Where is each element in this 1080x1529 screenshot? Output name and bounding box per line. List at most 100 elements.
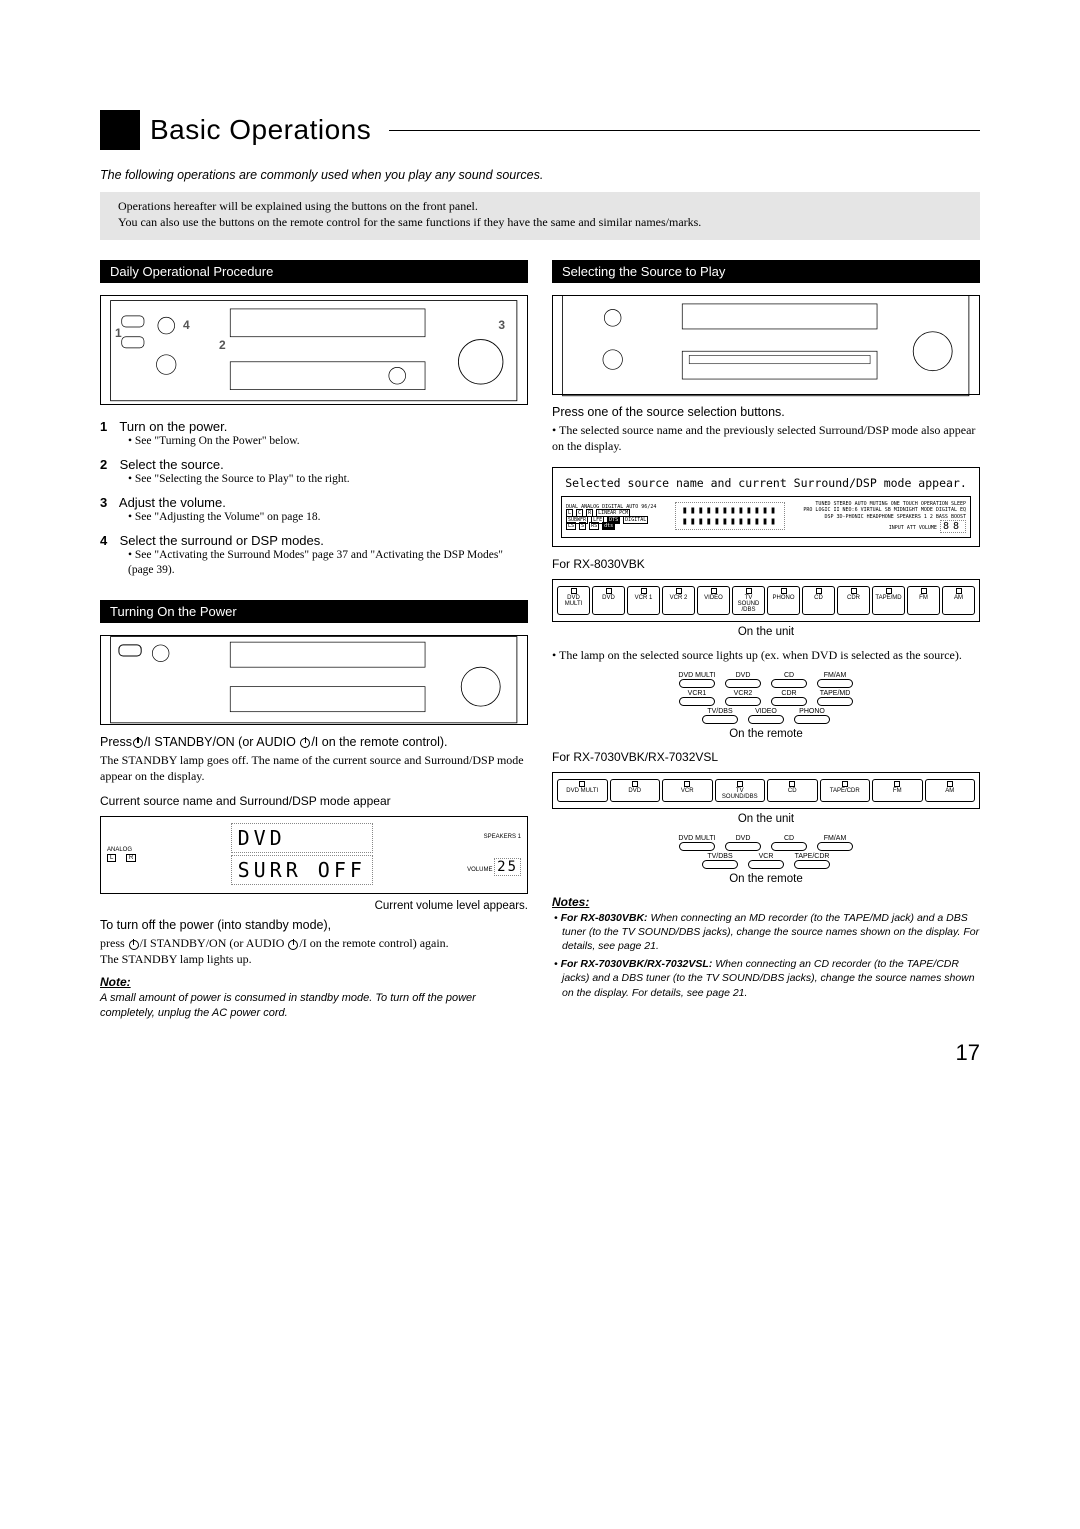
bullet-selected-source: The selected source name and the previou… [552,423,980,454]
power-icon [129,940,139,950]
segment-line2: SURR OFF [231,855,373,885]
lbl-R: R [126,854,136,862]
display-right-labels: SPEAKERS 1 VOLUME 25 [467,834,521,876]
remote-button: VCR [746,853,786,869]
power-icon [133,738,143,748]
indicators-inner: DUAL ANALOG DIGITAL AUTO 96/24 L C R LIN… [561,496,971,539]
on-unit-8030: On the unit [552,626,980,638]
display-dvd-surroff: ANALOG L R DVD SURR OFF SPEAKERS 1 VOLUM… [100,816,528,894]
step-4-num: 4 [100,533,116,548]
step-2-sub: See "Selecting the Source to Play" to th… [128,472,528,487]
remote-button: TV/DBS [700,708,740,724]
remote-button: FM/AM [815,835,855,851]
step-1-sub: See "Turning On the Power" below. [128,434,528,449]
step-2: 2 Select the source. See "Selecting the … [100,457,528,487]
remote-button: TAPE/CDR [792,853,832,869]
remote-7030: DVD MULTI DVD CD FM/AM TV/DBS VCR TAPE/CDR [552,835,980,869]
notes-head: Notes: [552,895,980,909]
on-remote-8030: On the remote [552,728,980,740]
display-center: DVD SURR OFF [231,823,373,887]
display-box-caption: Selected source name and current Surroun… [565,476,967,490]
receiver-diagram-power [100,635,528,725]
indicators-right: TUNED STEREO AUTO MUTING ONE TOUCH OPERA… [803,501,966,534]
volume-25: 25 [494,858,521,876]
title-row: Basic Operations [100,110,980,150]
step-4: 4 Select the surround or DSP modes. See … [100,533,528,578]
source-button: FM [872,779,923,802]
press-one-source: Press one of the source selection button… [552,405,980,419]
callout-1: 1 [115,326,122,340]
remote-button: PHONO [792,708,832,724]
for-8030-label: For RX-8030VBK [552,557,980,571]
turnoff-press-line: press /I STANDBY/ON (or AUDIO /I on the … [100,936,528,952]
power-icon [288,940,298,950]
callout-4: 4 [183,318,190,332]
gray-info-box: Operations hereafter will be explained u… [100,192,980,240]
remote-button: DVD [723,835,763,851]
step-4-label: Select the surround or DSP modes. [120,533,324,548]
on-unit-7030: On the unit [552,813,980,825]
unit-sources-7030: DVD MULTIDVDVCRTV SOUND/DBSCDTAPE/CDRFMA… [552,772,980,809]
source-button: DVD [610,779,661,802]
source-button: CD [767,779,818,802]
turnoff-c: on the remote control) again. [307,936,449,950]
note-body: A small amount of power is consumed in s… [100,991,528,1020]
remote-button: FM/AM [815,672,855,688]
turnoff-caption: To turn off the power (into standby mode… [100,918,528,932]
source-button: AM [925,779,976,802]
note-head: Note: [100,975,528,989]
step-3: 3 Adjust the volume. See "Adjusting the … [100,495,528,525]
indicators-left: DUAL ANALOG DIGITAL AUTO 96/24 L C R LIN… [566,504,656,530]
turnoff-b: STANDBY/ON (or AUDIO [147,936,287,950]
press-a: Press [100,735,132,749]
step-3-sub: See "Adjusting the Volume" on page 18. [128,510,528,525]
display-indicators-box: Selected source name and current Surroun… [552,467,980,548]
remote-button: VCR2 [723,690,763,706]
remote-button: CD [769,835,809,851]
source-button: DVD MULTI [557,779,608,802]
unit-sources-8030: DVD MULTIDVDVCR 1VCR 2VIDEOTV SOUND /DBS… [552,579,980,622]
caption-volume-appears: Current volume level appears. [100,900,528,912]
source-button: VCR 2 [662,586,695,615]
source-button: TV SOUND /DBS [732,586,765,615]
step-1-label: Turn on the power. [119,419,227,434]
section-selecting-source: Selecting the Source to Play [552,260,980,283]
press-standby-line: Press/I STANDBY/ON (or AUDIO /I on the r… [100,735,528,749]
note2-bold: For RX-7030VBK/RX-7032VSL: [561,958,713,970]
receiver-power-svg-icon [105,631,522,728]
callout-3: 3 [498,318,505,332]
daily-steps-list: 1 Turn on the power. See "Turning On the… [100,419,528,578]
for-7030-label: For RX-7030VBK/RX-7032VSL [552,750,980,764]
receiver-diagram-source [552,295,980,395]
callout-2: 2 [219,338,226,352]
two-columns: Daily Operational Procedure 1 4 2 3 1 Tu… [100,260,980,1020]
left-column: Daily Operational Procedure 1 4 2 3 1 Tu… [100,260,528,1020]
source-button: CD [802,586,835,615]
turnoff-a: press [100,936,128,950]
note-8030: • For RX-8030VBK: When connecting an MD … [562,911,980,954]
remote-button: CDR [769,690,809,706]
right-column: Selecting the Source to Play Press one o… [552,260,980,1020]
lbl-speakers1: SPEAKERS 1 [467,834,521,842]
remote-8030: DVD MULTIDVDCDFM/AMVCR1VCR2CDRTAPE/MDTV/… [552,672,980,724]
step-1: 1 Turn on the power. See "Turning On the… [100,419,528,449]
remote-button: DVD MULTI [677,835,717,851]
page-title: Basic Operations [150,114,371,146]
section-daily-procedure: Daily Operational Procedure [100,260,528,283]
lamp-bullet: The lamp on the selected source lights u… [552,648,980,664]
gray-line-2: You can also use the buttons on the remo… [118,214,962,230]
press-b: STANDBY/ON (or AUDIO [151,735,299,749]
step-1-num: 1 [100,419,116,434]
source-button: TV SOUND/DBS [715,779,766,802]
display-left-labels: ANALOG L R [107,847,136,863]
source-button: CDR [837,586,870,615]
lbl-volume: VOLUME [467,867,492,873]
standby-lights-up: The STANDBY lamp lights up. [100,952,528,968]
step-3-num: 3 [100,495,116,510]
page-number: 17 [100,1040,980,1066]
source-button: DVD MULTI [557,586,590,615]
remote-button: DVD MULTI [677,672,717,688]
receiver-diagram-callouts: 1 4 2 3 [100,295,528,405]
remote-button: TV/DBS [700,853,740,869]
intro-italic: The following operations are commonly us… [100,168,980,182]
